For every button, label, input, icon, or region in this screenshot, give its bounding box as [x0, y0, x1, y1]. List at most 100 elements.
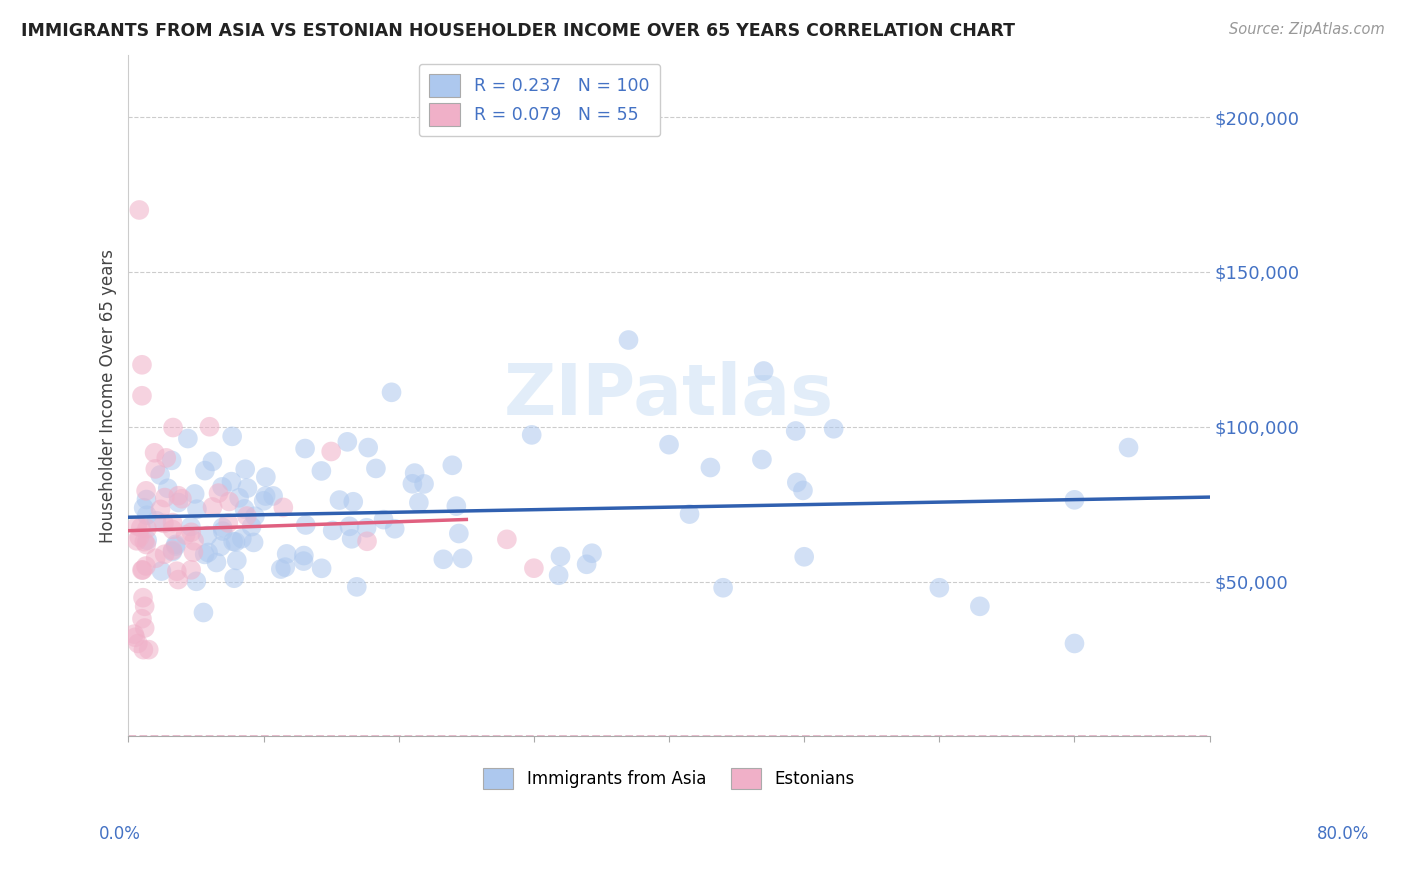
Point: [129, 520, 152, 534]
Point: [294, 518, 316, 533]
Point: [162, 516, 184, 530]
Point: [124, 630, 146, 644]
Point: [136, 533, 159, 548]
Point: [145, 551, 167, 566]
Point: [165, 537, 187, 551]
Point: [233, 502, 256, 516]
Point: [194, 464, 217, 478]
Point: [658, 438, 681, 452]
Point: [160, 453, 183, 467]
Point: [205, 556, 228, 570]
Point: [162, 544, 184, 558]
Point: [138, 642, 160, 657]
Point: [751, 452, 773, 467]
Point: [135, 537, 157, 551]
Point: [274, 560, 297, 574]
Point: [166, 564, 188, 578]
Point: [786, 475, 808, 490]
Point: [785, 424, 807, 438]
Point: [132, 500, 155, 515]
Point: [136, 522, 159, 536]
Point: [217, 516, 239, 530]
Point: [364, 461, 387, 475]
Point: [969, 599, 991, 614]
Point: [792, 483, 814, 498]
Point: [218, 494, 240, 508]
Point: [209, 539, 232, 553]
Point: [167, 489, 190, 503]
Point: [145, 514, 167, 528]
Point: [134, 534, 156, 549]
Point: [211, 524, 233, 538]
Point: [186, 574, 208, 589]
Point: [211, 520, 233, 534]
Point: [678, 507, 700, 521]
Point: [311, 464, 333, 478]
Point: [197, 528, 219, 542]
Point: [292, 549, 315, 563]
Point: [1063, 492, 1085, 507]
Text: Source: ZipAtlas.com: Source: ZipAtlas.com: [1229, 22, 1385, 37]
Text: IMMIGRANTS FROM ASIA VS ESTONIAN HOUSEHOLDER INCOME OVER 65 YEARS CORRELATION CH: IMMIGRANTS FROM ASIA VS ESTONIAN HOUSEHO…: [21, 22, 1015, 40]
Point: [339, 519, 361, 533]
Point: [197, 545, 219, 559]
Point: [201, 500, 224, 514]
Point: [547, 568, 569, 582]
Point: [408, 495, 430, 509]
Point: [356, 534, 378, 549]
Point: [128, 202, 150, 217]
Point: [201, 454, 224, 468]
Point: [496, 533, 519, 547]
Point: [401, 476, 423, 491]
Point: [793, 549, 815, 564]
Point: [207, 486, 229, 500]
Point: [276, 547, 298, 561]
Point: [617, 333, 640, 347]
Point: [174, 528, 197, 542]
Point: [441, 458, 464, 473]
Point: [162, 543, 184, 558]
Point: [928, 581, 950, 595]
Point: [134, 621, 156, 635]
Text: 0.0%: 0.0%: [98, 825, 141, 843]
Point: [165, 539, 187, 553]
Point: [170, 491, 193, 506]
Text: ZIPatlas: ZIPatlas: [503, 361, 834, 430]
Point: [520, 428, 543, 442]
Point: [254, 470, 277, 484]
Point: [699, 460, 721, 475]
Point: [131, 389, 153, 403]
Point: [413, 477, 436, 491]
Point: [253, 493, 276, 508]
Point: [321, 444, 343, 458]
Point: [153, 491, 176, 505]
Point: [162, 420, 184, 434]
Point: [242, 535, 264, 549]
Point: [254, 489, 277, 503]
Point: [340, 532, 363, 546]
Point: [336, 434, 359, 449]
Point: [380, 385, 402, 400]
Point: [149, 502, 172, 516]
Legend: Immigrants from Asia, Estonians: Immigrants from Asia, Estonians: [477, 762, 862, 797]
Point: [135, 483, 157, 498]
Point: [823, 422, 845, 436]
Point: [225, 535, 247, 549]
Point: [128, 531, 150, 545]
Y-axis label: Householder Income Over 65 years: Householder Income Over 65 years: [100, 249, 117, 542]
Point: [153, 547, 176, 561]
Point: [180, 563, 202, 577]
Point: [183, 533, 205, 548]
Point: [711, 581, 734, 595]
Point: [135, 492, 157, 507]
Point: [134, 599, 156, 614]
Point: [127, 519, 149, 533]
Point: [186, 502, 208, 516]
Point: [125, 533, 148, 548]
Point: [273, 500, 295, 515]
Point: [1063, 636, 1085, 650]
Point: [550, 549, 572, 564]
Point: [132, 591, 155, 605]
Point: [270, 562, 292, 576]
Point: [523, 561, 546, 575]
